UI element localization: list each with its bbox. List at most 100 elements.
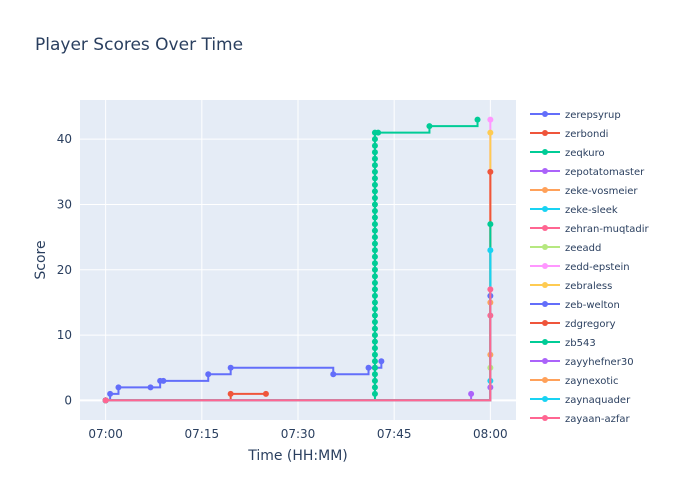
legend-item[interactable]: zehran-muqtadir <box>530 224 650 235</box>
data-point[interactable] <box>371 149 378 156</box>
legend-item[interactable]: zayaan-azfar <box>530 414 631 425</box>
data-point[interactable] <box>378 358 385 365</box>
data-point[interactable] <box>371 155 378 162</box>
data-point[interactable] <box>371 234 378 241</box>
data-point[interactable] <box>487 116 494 123</box>
data-point[interactable] <box>375 129 382 136</box>
legend-item[interactable]: zeeadd <box>530 243 601 254</box>
data-point[interactable] <box>330 371 337 378</box>
y-tick-label: 40 <box>57 132 72 146</box>
legend-item[interactable]: zeqkuro <box>530 148 605 159</box>
data-point[interactable] <box>371 305 378 312</box>
data-point[interactable] <box>371 175 378 182</box>
data-point[interactable] <box>371 136 378 143</box>
data-point[interactable] <box>160 377 167 384</box>
data-point[interactable] <box>371 260 378 267</box>
legend-label: zb543 <box>565 338 596 349</box>
legend-item[interactable]: zayyhefner30 <box>530 357 634 368</box>
y-tick-label: 30 <box>57 197 72 211</box>
data-point[interactable] <box>365 364 372 371</box>
data-point[interactable] <box>262 390 269 397</box>
data-point[interactable] <box>371 188 378 195</box>
legend-swatch-marker <box>542 149 548 155</box>
legend-item[interactable]: zerbondi <box>530 129 608 140</box>
legend-item[interactable]: zepotatomaster <box>530 167 645 178</box>
data-point[interactable] <box>371 253 378 260</box>
data-point[interactable] <box>474 116 481 123</box>
data-point[interactable] <box>371 384 378 391</box>
legend-item[interactable]: zedd-epstein <box>530 262 630 273</box>
legend-item[interactable]: zdgregory <box>530 319 616 330</box>
data-point[interactable] <box>102 397 109 404</box>
y-tick-label: 10 <box>57 328 72 342</box>
data-point[interactable] <box>426 123 433 130</box>
series-zayaan-azfar[interactable] <box>102 286 494 404</box>
legend-item[interactable]: zb543 <box>530 338 596 349</box>
data-point[interactable] <box>371 364 378 371</box>
series-zeqkuro[interactable] <box>102 116 481 404</box>
data-point[interactable] <box>115 384 122 391</box>
data-point[interactable] <box>227 390 234 397</box>
data-point[interactable] <box>371 351 378 358</box>
data-point[interactable] <box>371 332 378 339</box>
data-point[interactable] <box>371 312 378 319</box>
data-point[interactable] <box>371 168 378 175</box>
legend-label: zeke-vosmeier <box>565 186 638 197</box>
data-point[interactable] <box>371 319 378 326</box>
data-point[interactable] <box>371 221 378 228</box>
data-point[interactable] <box>371 371 378 378</box>
legend-label: zeke-sleek <box>565 205 618 216</box>
data-point[interactable] <box>371 325 378 332</box>
legend-item[interactable]: zeke-sleek <box>530 205 618 216</box>
legend-item[interactable]: zerepsyrup <box>530 110 621 121</box>
y-tick-label: 20 <box>57 263 72 277</box>
legend-swatch-marker <box>542 111 548 117</box>
data-point[interactable] <box>371 338 378 345</box>
data-point[interactable] <box>371 201 378 208</box>
data-point[interactable] <box>371 227 378 234</box>
data-point[interactable] <box>371 194 378 201</box>
data-point[interactable] <box>487 129 494 136</box>
data-point[interactable] <box>227 364 234 371</box>
data-point[interactable] <box>107 390 114 397</box>
data-point[interactable] <box>371 266 378 273</box>
data-point[interactable] <box>487 168 494 175</box>
data-point[interactable] <box>147 384 154 391</box>
legend-item[interactable]: zeke-vosmeier <box>530 186 638 197</box>
data-point[interactable] <box>371 292 378 299</box>
series-zerepsyrup[interactable] <box>102 358 385 404</box>
data-point[interactable] <box>371 142 378 149</box>
legend-item[interactable]: zaynexotic <box>530 376 619 387</box>
data-point[interactable] <box>371 273 378 280</box>
legend-label: zerbondi <box>565 129 608 140</box>
data-point[interactable] <box>371 358 378 365</box>
x-tick-label: 07:30 <box>281 427 316 441</box>
data-point[interactable] <box>468 390 475 397</box>
data-point[interactable] <box>487 286 494 293</box>
legend-item[interactable]: zeb-welton <box>530 300 620 311</box>
data-point[interactable] <box>371 345 378 352</box>
legend-swatch-marker <box>542 415 548 421</box>
legend-swatch-marker <box>542 396 548 402</box>
legend-swatch-marker <box>542 377 548 383</box>
data-point[interactable] <box>371 247 378 254</box>
data-point[interactable] <box>371 377 378 384</box>
data-point[interactable] <box>487 247 494 254</box>
legend[interactable]: zerepsyrup zerbondi zeqkuro zepotatomaster z… <box>530 110 650 425</box>
data-point[interactable] <box>371 181 378 188</box>
data-point[interactable] <box>371 162 378 169</box>
data-point[interactable] <box>371 279 378 286</box>
data-point[interactable] <box>371 286 378 293</box>
y-axis-title: Score <box>33 240 49 279</box>
legend-item[interactable]: zaynaquader <box>530 395 631 406</box>
data-point[interactable] <box>371 214 378 221</box>
legend-item[interactable]: zebraless <box>530 281 612 292</box>
data-point[interactable] <box>371 299 378 306</box>
data-point[interactable] <box>371 208 378 215</box>
plot-area <box>102 116 494 404</box>
series-line <box>105 289 492 402</box>
data-point[interactable] <box>205 371 212 378</box>
data-point[interactable] <box>371 390 378 397</box>
data-point[interactable] <box>487 221 494 228</box>
data-point[interactable] <box>371 240 378 247</box>
